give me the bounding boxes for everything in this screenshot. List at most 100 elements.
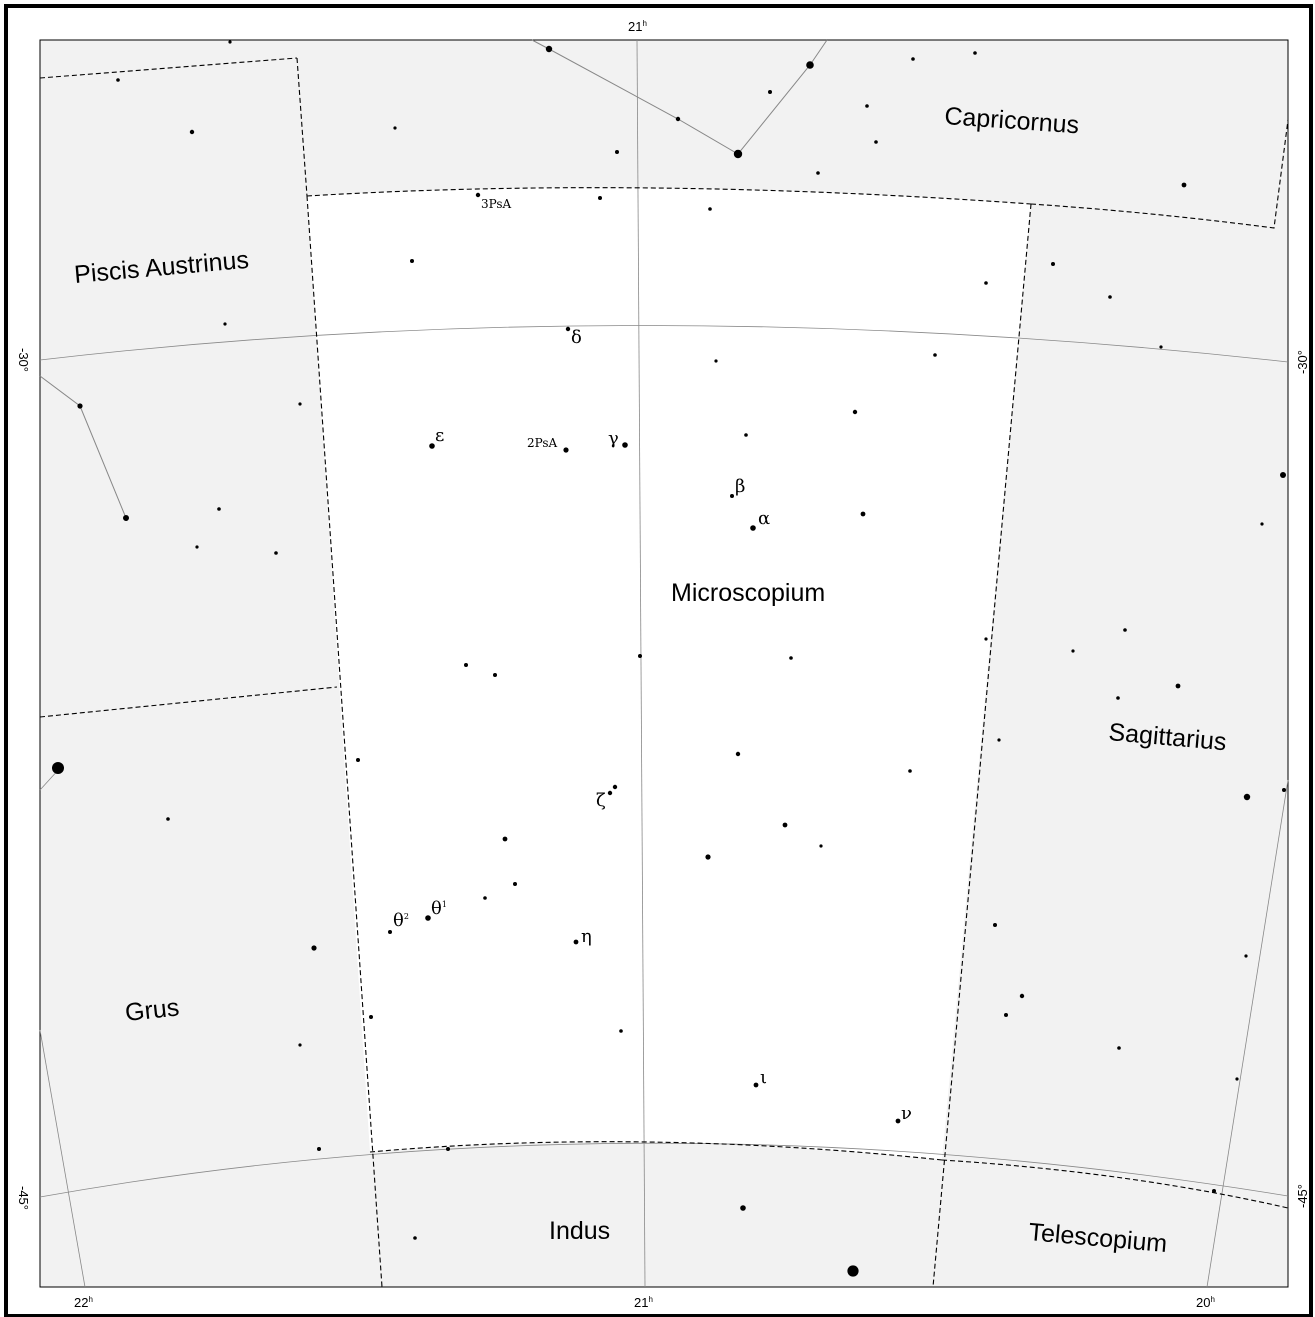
star	[733, 149, 743, 159]
label-star-theta1: θ1	[431, 898, 447, 919]
star	[847, 1265, 859, 1277]
boundary-mic-left	[306, 195, 383, 1288]
star	[228, 40, 232, 44]
star	[1175, 683, 1181, 689]
star	[513, 882, 517, 886]
star	[819, 844, 823, 848]
star	[714, 359, 718, 363]
star	[908, 769, 912, 773]
star	[475, 192, 481, 198]
boundary-mic-top	[306, 187, 1032, 205]
dec-label-right-m30: -30°	[1295, 350, 1310, 374]
star	[638, 654, 642, 658]
label-microscopium: Microscopium	[671, 579, 825, 607]
label-star-beta: β	[735, 476, 745, 497]
label-star-delta: δ	[571, 327, 582, 348]
star	[973, 51, 977, 55]
star	[563, 447, 569, 453]
star	[1108, 295, 1112, 299]
star	[189, 129, 195, 135]
ra-label-20h: 20h	[1196, 1295, 1215, 1310]
label-star-epsilon: ε	[435, 425, 444, 446]
star	[730, 494, 734, 498]
label-star-zeta: ζ	[596, 790, 606, 811]
label-star-2psa: 2PsA	[527, 436, 558, 450]
star	[615, 150, 619, 154]
star	[860, 511, 866, 517]
dec-label-left-m30: -30°	[16, 348, 31, 372]
star	[1071, 649, 1075, 653]
star	[768, 90, 772, 94]
stars	[52, 40, 1286, 1277]
star	[806, 61, 814, 69]
star	[573, 939, 579, 945]
star	[1243, 793, 1251, 801]
star	[195, 545, 199, 549]
grid-ra-21h	[636, 39, 646, 1288]
star	[612, 784, 618, 790]
star	[984, 637, 988, 641]
dec-label-right-m45: -45°	[1295, 1184, 1310, 1208]
ra-label-22h: 22h	[74, 1295, 93, 1310]
star	[1260, 522, 1264, 526]
star	[223, 322, 227, 326]
star	[789, 656, 793, 660]
star	[735, 751, 741, 757]
star	[750, 525, 756, 531]
star	[502, 836, 508, 842]
ra-label-top-21h: 21h	[628, 19, 647, 34]
star	[753, 1082, 759, 1088]
star	[298, 402, 302, 406]
star	[997, 738, 1001, 742]
microscopium-region	[307, 187, 1031, 1160]
star	[429, 443, 435, 449]
star	[388, 930, 392, 934]
grid-dec-m30	[39, 325, 1289, 363]
star	[1159, 345, 1163, 349]
star	[598, 196, 602, 200]
star	[1123, 628, 1127, 632]
grid-ra-22h	[39, 1029, 86, 1288]
star	[52, 762, 64, 774]
boundary-mic-bottom	[369, 1141, 943, 1161]
star	[1244, 954, 1248, 958]
star	[933, 353, 937, 357]
star	[483, 896, 487, 900]
star	[874, 140, 878, 144]
star	[166, 817, 170, 821]
star	[274, 551, 278, 555]
boundary-psa-cap-top	[39, 57, 298, 79]
star	[705, 854, 711, 860]
star	[622, 442, 628, 448]
star	[1051, 262, 1055, 266]
label-star-iota: ι	[760, 1067, 767, 1088]
star	[311, 945, 317, 951]
label-star-nu: ν	[901, 1103, 912, 1124]
star	[984, 281, 988, 285]
star	[565, 326, 571, 332]
star	[393, 126, 397, 130]
constellation-boundaries	[39, 57, 1289, 1288]
star	[1280, 472, 1286, 478]
label-star-theta2: θ2	[393, 910, 409, 931]
grid-dec-m45	[39, 1142, 1289, 1198]
star	[816, 171, 820, 175]
star	[1019, 993, 1025, 999]
boundary-cap-sgr	[1030, 119, 1289, 229]
grid-ra-20h	[1206, 779, 1289, 1288]
boundary-psa-cap	[296, 57, 308, 197]
star	[993, 923, 997, 927]
label-indus: Indus	[549, 1217, 610, 1245]
star	[369, 1015, 373, 1019]
star	[493, 673, 497, 677]
star	[410, 259, 414, 263]
coordinate-grid	[39, 39, 1289, 1288]
star	[1004, 1013, 1008, 1017]
dec-label-left-m45: -45°	[16, 1186, 31, 1210]
star	[708, 207, 712, 211]
star	[1235, 1077, 1239, 1081]
star	[446, 1147, 450, 1151]
star	[1117, 1046, 1121, 1050]
star	[1181, 182, 1187, 188]
star	[895, 1118, 901, 1124]
